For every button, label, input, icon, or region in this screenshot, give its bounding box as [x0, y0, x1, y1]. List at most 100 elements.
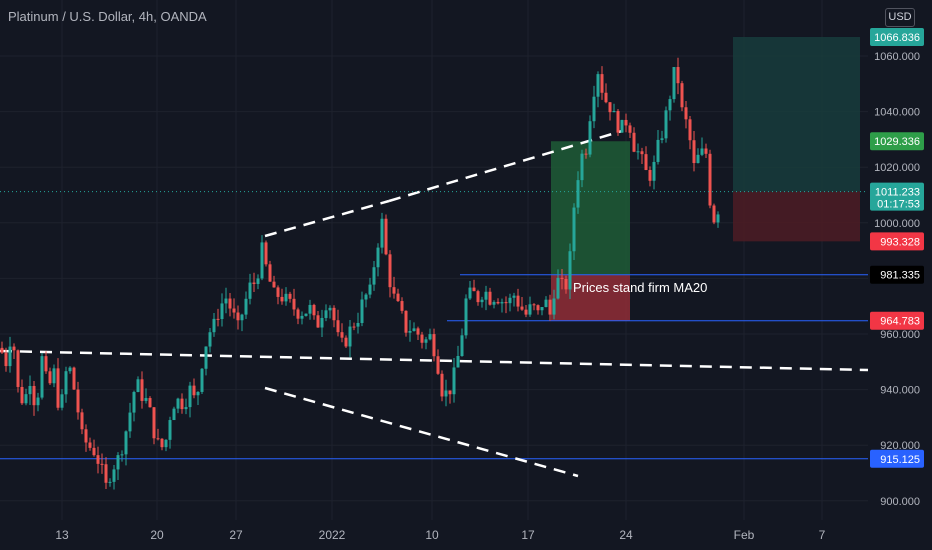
candle-body-57 — [228, 298, 232, 309]
wedge-lower-line[interactable] — [264, 386, 579, 478]
candle-body-30 — [120, 454, 124, 456]
price-label-box-5 — [870, 311, 924, 330]
candle-body-1 — [4, 352, 8, 367]
trend-lines[interactable] — [0, 129, 869, 478]
candle-body-179 — [716, 214, 720, 223]
currency-button[interactable]: USD — [885, 8, 915, 27]
candle-body-4 — [16, 350, 20, 387]
candle-body-58 — [232, 308, 236, 313]
candle-body-132 — [528, 304, 532, 315]
candle-body-63 — [252, 282, 256, 284]
time-tick-label: 7 — [819, 528, 826, 542]
wedge-upper-extension-line[interactable] — [388, 129, 623, 203]
candle-body-145 — [580, 153, 584, 181]
candle-body-178 — [712, 205, 716, 223]
candle-body-128 — [512, 295, 516, 298]
candle-body-51 — [204, 346, 208, 369]
wedge-upper-line[interactable] — [264, 199, 390, 238]
candle-body-50 — [200, 368, 204, 392]
candle-body-61 — [244, 298, 248, 315]
time-axis[interactable] — [0, 520, 932, 550]
candle-body-72 — [288, 293, 292, 299]
price-tick-label: 1000.000 — [874, 218, 920, 230]
candle-body-112 — [448, 390, 452, 395]
candle-body-163 — [652, 161, 656, 181]
candle-body-134 — [536, 305, 540, 311]
candle-body-83 — [332, 307, 336, 321]
candle-body-66 — [264, 242, 268, 265]
candle-body-81 — [324, 310, 328, 318]
price-label-text-5: 964.783 — [880, 316, 920, 328]
price-tick-label: 1060.000 — [874, 51, 920, 63]
planned-long-target-zone[interactable] — [733, 36, 860, 192]
price-tick-label: 1040.000 — [874, 107, 920, 119]
candle-body-12 — [48, 371, 52, 384]
candle-body-87 — [348, 326, 352, 347]
candle-body-148 — [592, 96, 596, 122]
candle-body-78 — [312, 304, 316, 316]
price-label-box-1 — [870, 132, 924, 151]
candle-body-64 — [256, 278, 260, 284]
candle-body-86 — [344, 337, 348, 347]
candle-body-3 — [12, 346, 16, 351]
candle-body-10 — [40, 356, 44, 398]
candle-body-123 — [492, 301, 496, 305]
candle-body-11 — [44, 356, 48, 372]
candle-body-82 — [328, 307, 332, 311]
annotation-ma20[interactable]: Prices stand firm MA20 — [573, 280, 707, 295]
candle-body-119 — [476, 291, 480, 303]
candle-body-22 — [88, 442, 92, 448]
candle-body-121 — [484, 291, 488, 300]
candle-body-125 — [500, 302, 504, 304]
candle-body-96 — [384, 218, 388, 255]
candle-body-92 — [368, 284, 372, 295]
candle-body-38 — [152, 407, 156, 439]
price-label-countdown: 01:17:53 — [877, 199, 920, 211]
completed-long-target-zone[interactable] — [551, 141, 630, 275]
candles — [0, 57, 720, 490]
candle-body-76 — [304, 313, 308, 316]
candle-body-47 — [188, 385, 192, 408]
candle-body-69 — [276, 287, 280, 297]
candle-body-146 — [584, 153, 588, 155]
candle-body-84 — [336, 320, 340, 333]
candle-body-26 — [104, 464, 108, 483]
candle-body-129 — [516, 295, 520, 307]
chart-title: Platinum / U.S. Dollar, 4h, OANDA — [8, 9, 207, 24]
candle-body-55 — [220, 303, 224, 320]
candle-body-171 — [684, 107, 688, 120]
candle-body-44 — [176, 398, 180, 409]
candle-body-110 — [440, 373, 444, 397]
candle-body-176 — [704, 148, 708, 154]
candle-body-161 — [644, 154, 648, 170]
price-label-text-1: 1029.336 — [874, 136, 920, 148]
price-label-box-6 — [870, 449, 924, 468]
candle-body-143 — [572, 207, 576, 252]
candle-body-24 — [96, 455, 100, 464]
neckline[interactable] — [0, 349, 869, 372]
candle-body-174 — [696, 154, 700, 164]
candle-body-160 — [640, 151, 644, 155]
candle-body-85 — [340, 332, 344, 338]
candle-body-131 — [524, 309, 528, 315]
candle-body-106 — [424, 339, 428, 343]
candle-body-37 — [148, 398, 152, 408]
price-label-box-3 — [870, 232, 924, 251]
planned-long-stop-zone[interactable] — [733, 191, 860, 242]
horizontal-levels[interactable] — [0, 274, 868, 460]
candle-body-167 — [668, 99, 672, 111]
candle-body-41 — [164, 439, 168, 448]
candle-body-14 — [56, 368, 60, 408]
candle-body-147 — [588, 121, 592, 155]
candle-body-113 — [452, 367, 456, 395]
candle-body-133 — [532, 304, 536, 306]
candle-body-97 — [388, 254, 392, 288]
candle-body-109 — [436, 356, 440, 374]
time-axis-ticks: 13 20 27 2022 10 17 24 Feb 7 — [55, 528, 825, 542]
completed-long-stop-zone[interactable] — [551, 274, 630, 321]
price-label-text-4: 981.335 — [880, 270, 920, 282]
candle-body-27 — [108, 481, 112, 483]
candle-body-135 — [540, 307, 544, 311]
